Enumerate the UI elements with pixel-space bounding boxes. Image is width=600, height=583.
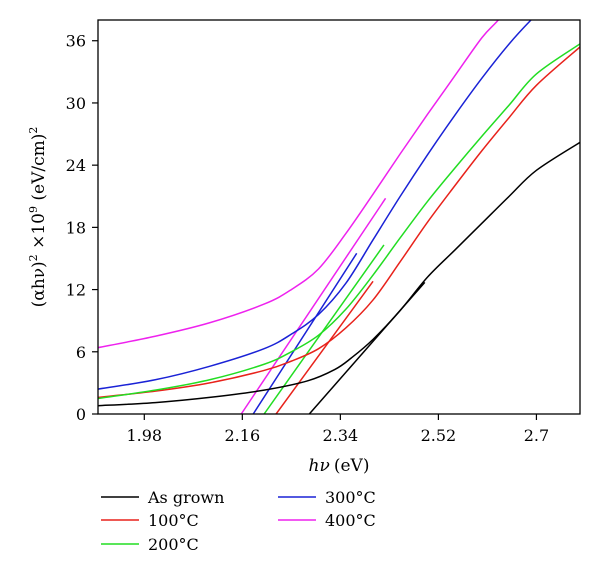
x-axis-ticks: 1.98 2.16 2.34 2.52 2.7 (126, 414, 549, 445)
x-axis-label-unit: (eV) (334, 456, 370, 476)
series-line-0 (98, 141, 580, 407)
y-axis-label-sup1: 2 (27, 254, 40, 261)
legend-label-4: 400°C (325, 511, 376, 530)
y-axis-label-lhs: (αhν) (29, 261, 49, 307)
legend-label-3: 300°C (325, 488, 376, 507)
fit-line-extra-1 (240, 197, 387, 414)
series-line-1 (98, 46, 580, 399)
series-line-3 (98, 20, 533, 390)
x-axis-label: hν (eV) (309, 456, 370, 476)
y-axis-label-sup3: 2 (27, 127, 40, 134)
fit-line-1 (275, 280, 374, 414)
series-line-4 (98, 20, 500, 349)
x-axis-label-symbol: hν (309, 456, 330, 476)
y-tick-label: 6 (76, 343, 86, 362)
legend-label-2: 200°C (148, 535, 199, 554)
legend-label-0: As grown (147, 488, 224, 507)
x-tick-label: 2.7 (524, 426, 549, 445)
y-tick-label: 36 (66, 32, 86, 51)
y-axis-label-mid: ×10 (29, 213, 49, 254)
y-axis-label-unit: (eV/cm) (29, 134, 49, 206)
legend: As grown 100°C 200°C 300°C 400°C (101, 488, 376, 554)
series-line-2 (98, 43, 580, 400)
plot-frame (97, 19, 581, 415)
x-tick-label: 1.98 (126, 426, 162, 445)
x-tick-label: 2.34 (323, 426, 359, 445)
y-axis-label: (αhν)2 ×109 (eV/cm)2 (27, 127, 49, 308)
fit-line-2 (263, 244, 385, 414)
y-tick-label: 24 (66, 156, 86, 175)
y-tick-label: 0 (76, 405, 86, 424)
x-tick-label: 2.52 (421, 426, 457, 445)
y-tick-label: 12 (66, 281, 86, 300)
y-tick-label: 18 (66, 218, 86, 237)
fit-line-extra-0 (252, 252, 358, 414)
fit-lines (240, 197, 426, 414)
x-tick-label: 2.16 (225, 426, 261, 445)
y-axis-ticks: 0 6 12 18 24 30 36 (66, 32, 98, 424)
y-tick-label: 30 (66, 94, 86, 113)
y-axis-label-sup2: 9 (27, 206, 40, 213)
data-series (98, 20, 580, 407)
legend-label-1: 100°C (148, 511, 199, 530)
